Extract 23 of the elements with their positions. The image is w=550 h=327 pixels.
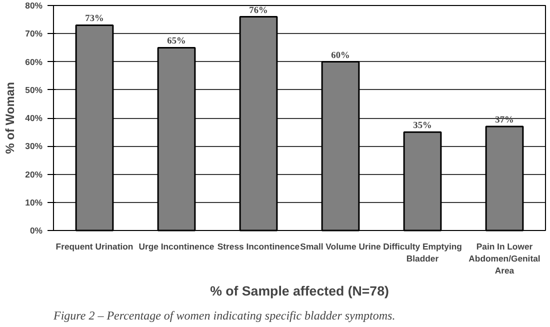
x-axis-title: % of Sample affected (N=78) [210, 284, 389, 298]
y-tick-label: 60% [25, 56, 43, 67]
x-tick-label: Frequent Urination [56, 242, 134, 252]
y-tick-label: 0% [30, 226, 43, 236]
data-label: 65% [167, 36, 186, 47]
caption: Figure 2 – Percentage of women indicating specific bladder symptoms. [52, 308, 396, 322]
x-tick-label: Difficulty Emptying Bladder [383, 242, 462, 264]
x-tick-label: Urge Incontinence [138, 242, 214, 252]
data-label: 76% [249, 6, 268, 16]
y-axis-title: % of Woman [3, 82, 18, 154]
x-tick-label: Pain In Lower Abdomen/Genital Area [468, 242, 540, 276]
y-tick-label: 50% [25, 84, 43, 95]
y-tick-label: 10% [25, 197, 43, 208]
y-tick-label: 70% [25, 28, 43, 39]
y-tick-label: 30% [25, 141, 43, 152]
y-tick-label: 80% [25, 0, 43, 10]
x-tick-label: Stress Incontinence [217, 242, 300, 252]
data-label: 35% [413, 121, 432, 132]
y-tick-label: 20% [25, 169, 43, 180]
data-label: 60% [331, 50, 350, 61]
y-tick-label: 40% [25, 113, 43, 123]
x-tick-label: Small Volume Urine [300, 242, 382, 252]
data-label: 73% [85, 14, 104, 24]
